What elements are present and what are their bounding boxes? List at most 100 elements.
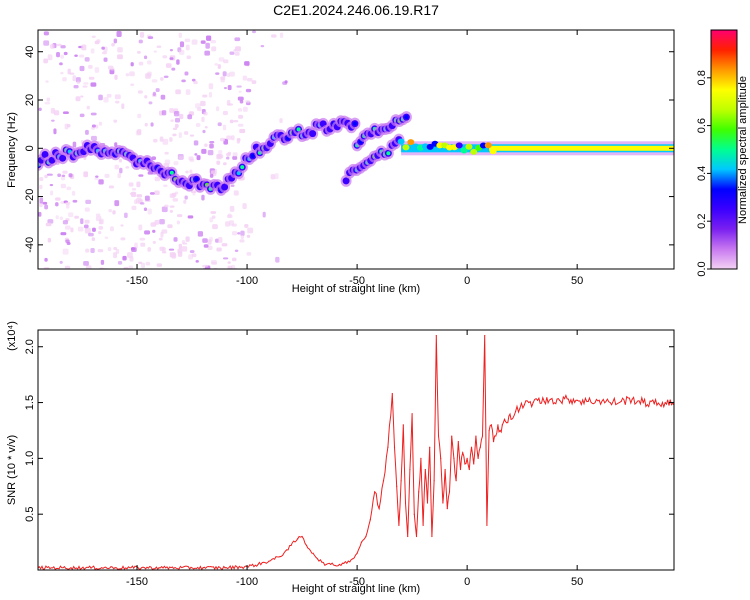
noise-speck xyxy=(279,32,284,38)
noise-speck xyxy=(220,137,225,142)
x-tick-label: 0 xyxy=(464,275,470,287)
snr-point xyxy=(279,556,281,558)
noise-speck xyxy=(149,192,155,195)
noise-speck xyxy=(191,39,198,45)
noise-speck xyxy=(100,259,105,265)
noise-speck xyxy=(65,201,71,205)
noise-speck xyxy=(131,247,137,253)
noise-speck xyxy=(160,231,164,238)
ridge-blob xyxy=(426,143,434,150)
noise-speck xyxy=(66,186,72,191)
noise-speck xyxy=(238,90,242,93)
noise-speck xyxy=(64,225,71,230)
noise-speck xyxy=(225,221,230,227)
ridge-ground-line xyxy=(397,138,674,156)
noise-speck xyxy=(227,103,233,106)
noise-speck xyxy=(47,54,53,61)
noise-speck xyxy=(153,138,158,143)
noise-speck xyxy=(208,83,214,90)
noise-speck xyxy=(209,140,215,144)
snr-point xyxy=(455,480,457,482)
noise-speck xyxy=(75,77,81,83)
snr-point xyxy=(330,563,332,566)
snr-point xyxy=(475,435,477,437)
noise-speck xyxy=(90,135,97,141)
noise-speck xyxy=(210,211,217,214)
snr-point xyxy=(321,561,323,563)
snr-point xyxy=(420,457,422,459)
snr-point xyxy=(473,463,475,465)
noise-speck xyxy=(178,32,182,38)
noise-speck xyxy=(159,219,165,225)
snr-point xyxy=(424,468,426,471)
noise-speck xyxy=(191,78,196,82)
snr-point xyxy=(653,403,655,405)
noise-speck xyxy=(97,249,104,253)
noise-speck xyxy=(143,207,148,212)
noise-speck xyxy=(178,132,182,138)
noise-speck xyxy=(70,227,74,233)
noise-speck xyxy=(155,88,160,93)
snr-y-label: SNR (10 * v/v) xyxy=(6,435,18,505)
snr-point xyxy=(334,564,336,567)
noise-speck xyxy=(136,51,141,54)
snr-point xyxy=(400,480,402,482)
y-tick-label: 0.5 xyxy=(24,507,36,522)
noise-speck xyxy=(138,224,143,231)
noise-speck xyxy=(141,262,146,269)
noise-speck xyxy=(104,173,110,178)
ridge-core xyxy=(169,170,174,175)
snr-point xyxy=(352,558,354,560)
snr-point xyxy=(433,480,435,482)
snr-point xyxy=(587,400,589,403)
snr-point xyxy=(470,446,473,448)
noise-speck xyxy=(218,57,225,62)
noise-speck xyxy=(178,243,183,250)
noise-speck xyxy=(201,194,205,201)
spectrogram-x-label: Height of straight line (km) xyxy=(292,283,420,295)
noise-speck xyxy=(203,244,209,248)
noise-speck xyxy=(204,126,208,129)
noise-speck xyxy=(175,89,181,95)
noise-speck xyxy=(84,227,91,234)
ridge-blob xyxy=(221,183,229,191)
noise-speck xyxy=(209,143,214,149)
snr-point xyxy=(532,401,534,404)
noise-speck xyxy=(161,110,167,116)
ridge-blob xyxy=(41,150,49,158)
noise-speck xyxy=(205,42,210,49)
noise-speck xyxy=(169,137,173,142)
noise-speck xyxy=(206,35,212,41)
snr-point xyxy=(343,562,345,564)
snr-x-ticks: -150 -100 -50 0 50 xyxy=(126,330,583,588)
x-tick-label: -150 xyxy=(126,576,148,588)
noise-speck xyxy=(98,121,103,126)
snr-point xyxy=(338,563,341,566)
snr-point xyxy=(369,519,371,521)
spectrogram-marks xyxy=(38,30,674,269)
noise-speck xyxy=(139,32,145,38)
noise-speck xyxy=(177,248,183,254)
noise-speck xyxy=(153,50,157,53)
snr-panel: -150 -100 -50 0 50 0.5 1.0 1.5 2.0 Height of st… xyxy=(6,321,675,595)
snr-x-label: Height of straight line (km) xyxy=(292,583,420,595)
noise-speck xyxy=(225,156,230,160)
colorbar-ticks: 0.0 0.2 0.4 0.6 0.8 xyxy=(696,70,711,277)
noise-speck xyxy=(227,84,232,91)
noise-speck xyxy=(209,236,213,242)
noise-speck xyxy=(284,80,288,84)
snr-point xyxy=(466,457,468,459)
ridge-core xyxy=(250,154,255,159)
noise-speck xyxy=(43,31,49,36)
snr-y-ticks: 0.5 1.0 1.5 2.0 xyxy=(24,339,674,522)
noise-speck xyxy=(222,110,228,116)
noise-speck xyxy=(185,170,189,174)
noise-speck xyxy=(121,103,125,110)
noise-speck xyxy=(239,239,245,243)
noise-speck xyxy=(174,123,179,128)
noise-speck xyxy=(246,252,252,256)
snr-scale-label: (x10⁴) xyxy=(6,321,18,351)
y-tick-label: 40 xyxy=(24,46,36,58)
noise-speck xyxy=(138,261,143,265)
